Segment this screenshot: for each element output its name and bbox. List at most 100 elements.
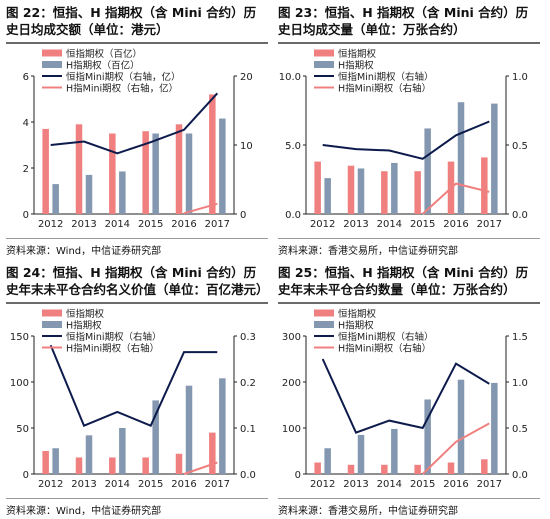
x-tick-label: 2017 <box>205 219 230 230</box>
x-tick-label: 2013 <box>343 479 368 490</box>
chart-title: 图 24：恒指、H 指期权（含 Mini 合约）历史年末未平仓合约名义价值（单位… <box>6 265 269 297</box>
y-tick-label-right: 0.1 <box>240 424 256 435</box>
chart-source: 资料来源：Wind，中信证券研究部 <box>6 246 162 257</box>
bar-hscei <box>357 168 365 214</box>
legend-label: 恒指Mini期权（右轴） <box>338 331 434 343</box>
bar-hscei <box>152 400 159 474</box>
y-tick-label-right: 0.3 <box>240 332 256 343</box>
x-tick-label: 2012 <box>310 479 335 490</box>
bar-hscei <box>119 171 126 214</box>
legend-label: 恒指期权 <box>338 48 377 60</box>
x-tick-label: 2015 <box>138 219 163 230</box>
y-tick-label-left: 0 <box>23 470 29 481</box>
chart-source: 资料来源：Wind，中信证券研究部 <box>6 506 162 517</box>
legend-label: 恒指Mini期权（右轴，亿） <box>66 71 181 83</box>
y-tick-label-left: 0.0 <box>285 210 301 221</box>
bar-hsi <box>381 171 388 214</box>
line-series-3 <box>183 202 218 215</box>
y-tick-label-left: 5.0 <box>285 141 301 152</box>
bar-hsi <box>142 457 149 474</box>
x-tick-label: 2013 <box>71 479 96 490</box>
y-tick-label-left: 100 <box>282 424 301 435</box>
y-tick-label-right: 0.5 <box>512 141 528 152</box>
chart-source: 资料来源：香港交易所，中信证券研究部 <box>278 246 458 257</box>
y-tick-label-right: 1.0 <box>512 378 528 389</box>
bar-hsi <box>42 128 49 214</box>
legend-swatch-bar <box>314 309 334 317</box>
source-rule <box>6 498 268 499</box>
bar-hscei <box>185 133 193 214</box>
bar-hscei <box>324 448 331 474</box>
legend-label: H指期权 <box>338 320 374 332</box>
legend-label: H指Mini期权（右轴） <box>338 83 431 95</box>
y-tick-label-left: 300 <box>282 332 301 343</box>
y-tick-label-right: 1.5 <box>512 332 528 343</box>
y-tick-label-left: 100 <box>10 378 29 389</box>
y-tick-label-right: 0 <box>240 210 246 221</box>
bar-hscei <box>324 178 331 214</box>
bar-hscei <box>391 428 398 474</box>
y-tick-label-right: 0.0 <box>512 210 528 221</box>
y-tick-label-left: 0 <box>23 210 29 221</box>
x-tick-label: 2012 <box>38 479 63 490</box>
x-tick-label: 2012 <box>310 219 335 230</box>
x-tick-label: 2013 <box>71 219 96 230</box>
y-tick-label-right: 20 <box>240 72 253 83</box>
bar-hsi <box>481 459 488 474</box>
legend-label: 恒指Mini期权（右轴） <box>66 331 162 343</box>
y-tick-label-left: 6 <box>23 72 29 83</box>
y-tick-label-right: 1.0 <box>512 72 528 83</box>
bar-hsi <box>381 464 388 474</box>
source-rule <box>278 498 540 499</box>
legend-label: 恒指Mini期权（右轴） <box>338 71 434 83</box>
bar-hsi <box>209 432 216 474</box>
line-series-3 <box>422 182 490 215</box>
chart-source: 资料来源：香港交易所，中信证券研究部 <box>278 506 458 517</box>
chart-title: 图 25：恒指、H 指期权（含 Mini 合约）历史年末未平仓合约数量（单位：万… <box>278 265 529 297</box>
x-tick-label: 2017 <box>477 219 502 230</box>
legend-swatch-bar <box>314 61 334 68</box>
legend-swatch-bar <box>314 49 334 57</box>
bar-hsi <box>414 171 421 214</box>
bar-hsi <box>142 131 149 214</box>
bar-hscei <box>119 428 126 474</box>
y-tick-label-left: 150 <box>10 332 29 343</box>
y-tick-label-right: 0.5 <box>512 424 528 435</box>
y-tick-label-right: 0.0 <box>240 470 256 481</box>
legend-swatch-bar <box>42 49 62 57</box>
x-tick-label: 2014 <box>105 219 130 230</box>
x-tick-label: 2014 <box>105 479 130 490</box>
y-tick-label-left: 10.0 <box>279 72 301 83</box>
line-series-2 <box>322 120 490 160</box>
bar-hsi <box>75 124 83 214</box>
legend-label: H指期权（百亿） <box>66 60 140 72</box>
title-rule <box>278 302 540 304</box>
y-tick-label-right: 0.0 <box>512 470 528 481</box>
source-rule <box>6 238 268 239</box>
bar-hsi <box>75 457 83 474</box>
source-rule <box>278 238 540 239</box>
bar-hsi <box>175 124 183 214</box>
y-tick-label-left: 0 <box>295 470 301 481</box>
bar-hscei <box>491 103 498 214</box>
x-tick-label: 2016 <box>443 219 468 230</box>
x-tick-label: 2015 <box>410 479 435 490</box>
legend-swatch-bar <box>42 309 62 317</box>
y-tick-label-left: 200 <box>282 378 301 389</box>
y-tick-label-left: 2 <box>23 164 29 175</box>
chart-title: 图 23：恒指、H 指期权（含 Mini 合约）历史日均成交量（单位：万张合约） <box>278 5 529 37</box>
chart-title: 图 22：恒指、H 指期权（含 Mini 合约）历史日均成交额（单位：港元） <box>6 5 257 37</box>
x-tick-label: 2016 <box>443 479 468 490</box>
bar-hsi <box>42 451 49 474</box>
bar-hsi <box>109 133 116 214</box>
bar-hscei <box>85 174 93 214</box>
bar-hscei <box>457 102 465 214</box>
bar-hsi <box>209 94 216 214</box>
legend-label: H指Mini期权（右轴） <box>338 343 431 355</box>
legend-label: H指期权 <box>66 320 102 332</box>
chart-25: 0 100 200 300 0.0 0.5 1.0 1.5 2012 2013 2014 2015 20… <box>282 308 528 490</box>
bar-hscei <box>219 378 226 474</box>
legend-swatch-bar <box>314 321 334 328</box>
y-tick-label-right: 0.2 <box>240 378 256 389</box>
bar-hscei <box>52 448 59 474</box>
